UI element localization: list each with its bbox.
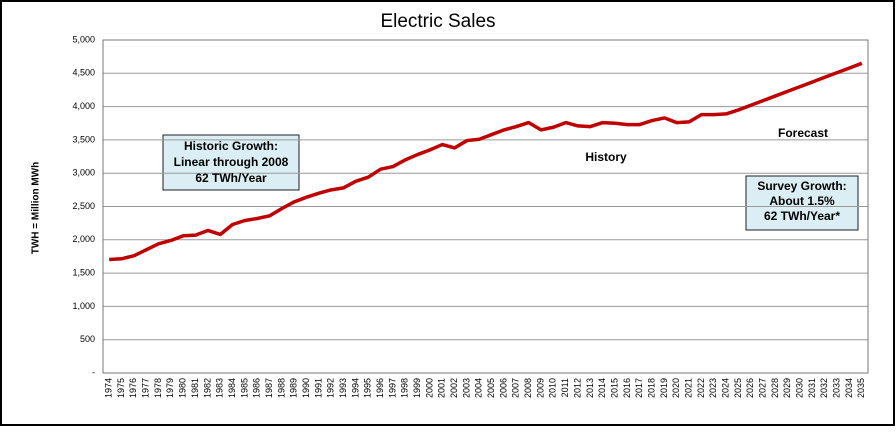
x-tick-label: 1975	[116, 378, 126, 398]
x-tick-label: 2017	[634, 378, 644, 398]
x-tick-label: 1998	[400, 378, 410, 398]
x-tick-label: 2007	[511, 378, 521, 398]
y-tick-label: 5,000	[72, 34, 95, 44]
x-tick-label: 1991	[313, 378, 323, 398]
x-tick-label: 1992	[326, 378, 336, 398]
x-tick-label: 1996	[375, 378, 385, 398]
x-tick-label: 2006	[498, 378, 508, 398]
y-tick-label: 4,500	[72, 68, 95, 78]
x-tick-label: 2027	[757, 378, 767, 398]
x-tick-label: 2018	[646, 378, 656, 398]
y-tick-label: 2,500	[72, 201, 95, 211]
annotation-box	[162, 134, 300, 191]
x-tick-label: 2011	[560, 378, 570, 397]
x-tick-label: 1980	[178, 378, 188, 398]
x-tick-label: 2000	[424, 378, 434, 398]
x-tick-label: 2024	[720, 378, 730, 398]
x-tick-label: 2032	[819, 378, 829, 398]
x-tick-label: 1981	[190, 378, 200, 398]
x-tick-label: 2002	[449, 378, 459, 398]
x-tick-label: 2001	[437, 378, 447, 398]
y-tick-label: 2,000	[72, 234, 95, 244]
annotation: 62 TWh/Year*	[764, 209, 840, 223]
annotation: 62 TWh/Year	[195, 171, 267, 185]
x-tick-label: 2015	[609, 378, 619, 398]
x-tick-label: 1994	[350, 378, 360, 398]
y-tick-label: 3,000	[72, 168, 95, 178]
x-tick-label: 1974	[104, 378, 114, 398]
x-tick-label: 2003	[461, 378, 471, 398]
x-tick-label: 1988	[276, 378, 286, 398]
x-tick-label: 2026	[745, 378, 755, 398]
y-tick-label: 3,500	[72, 134, 95, 144]
x-tick-label: 1989	[289, 378, 299, 398]
y-tick-label: 1,000	[72, 301, 95, 311]
x-tick-label: 2020	[671, 378, 681, 398]
x-tick-label: 1990	[301, 378, 311, 398]
x-tick-label: 1999	[412, 378, 422, 398]
x-tick-label: 1982	[202, 378, 212, 398]
annotation: Linear through 2008	[174, 155, 289, 169]
series-line	[109, 61, 863, 262]
x-tick-label: 1976	[128, 378, 138, 398]
x-tick-label: 1995	[363, 378, 373, 398]
y-tick-label: 4,000	[72, 101, 95, 111]
x-tick-label: 2035	[856, 378, 866, 398]
annotation-box	[745, 175, 859, 231]
x-tick-label: 2021	[683, 378, 693, 398]
x-tick-label: 2012	[572, 378, 582, 398]
x-tick-label: 2010	[548, 378, 558, 398]
x-tick-label: 2023	[708, 378, 718, 398]
x-tick-label: 2025	[733, 378, 743, 398]
annotation: History	[585, 150, 627, 164]
x-tick-label: 1983	[215, 378, 225, 398]
x-tick-label: 1978	[153, 378, 163, 398]
x-tick-label: 2019	[659, 378, 669, 398]
plot-border	[102, 39, 869, 374]
x-tick-label: 1979	[165, 378, 175, 398]
y-tick-label: -	[92, 367, 95, 377]
annotation: Historic Growth:	[184, 139, 278, 153]
annotation: About 1.5%	[769, 194, 835, 208]
x-tick-label: 2005	[486, 378, 496, 398]
x-tick-label: 2008	[523, 378, 533, 398]
x-tick-label: 1984	[227, 378, 237, 398]
x-tick-label: 1993	[338, 378, 348, 398]
x-tick-label: 1985	[239, 378, 249, 398]
x-tick-label: 1997	[387, 378, 397, 398]
y-axis-label: TWH = Million MWh	[31, 162, 42, 254]
x-tick-label: 2031	[807, 378, 817, 398]
x-tick-label: 2016	[622, 378, 632, 398]
x-tick-label: 2014	[597, 378, 607, 398]
annotation: Survey Growth:	[757, 179, 846, 193]
x-tick-label: 2009	[535, 378, 545, 398]
x-tick-label: 1986	[252, 378, 262, 398]
x-tick-label: 2030	[795, 378, 805, 398]
chart-title: Electric Sales	[380, 11, 495, 32]
x-tick-label: 2013	[585, 378, 595, 398]
x-tick-label: 1977	[141, 378, 151, 398]
x-tick-label: 2028	[770, 378, 780, 398]
y-tick-label: 500	[80, 334, 95, 344]
x-tick-label: 1987	[264, 378, 274, 398]
x-tick-label: 2004	[474, 378, 484, 398]
annotation: Forecast	[778, 126, 828, 140]
x-tick-label: 2034	[844, 378, 854, 398]
y-tick-label: 1,500	[72, 267, 95, 277]
x-tick-label: 2029	[782, 378, 792, 398]
x-tick-label: 2033	[832, 378, 842, 398]
x-tick-label: 2022	[696, 378, 706, 398]
